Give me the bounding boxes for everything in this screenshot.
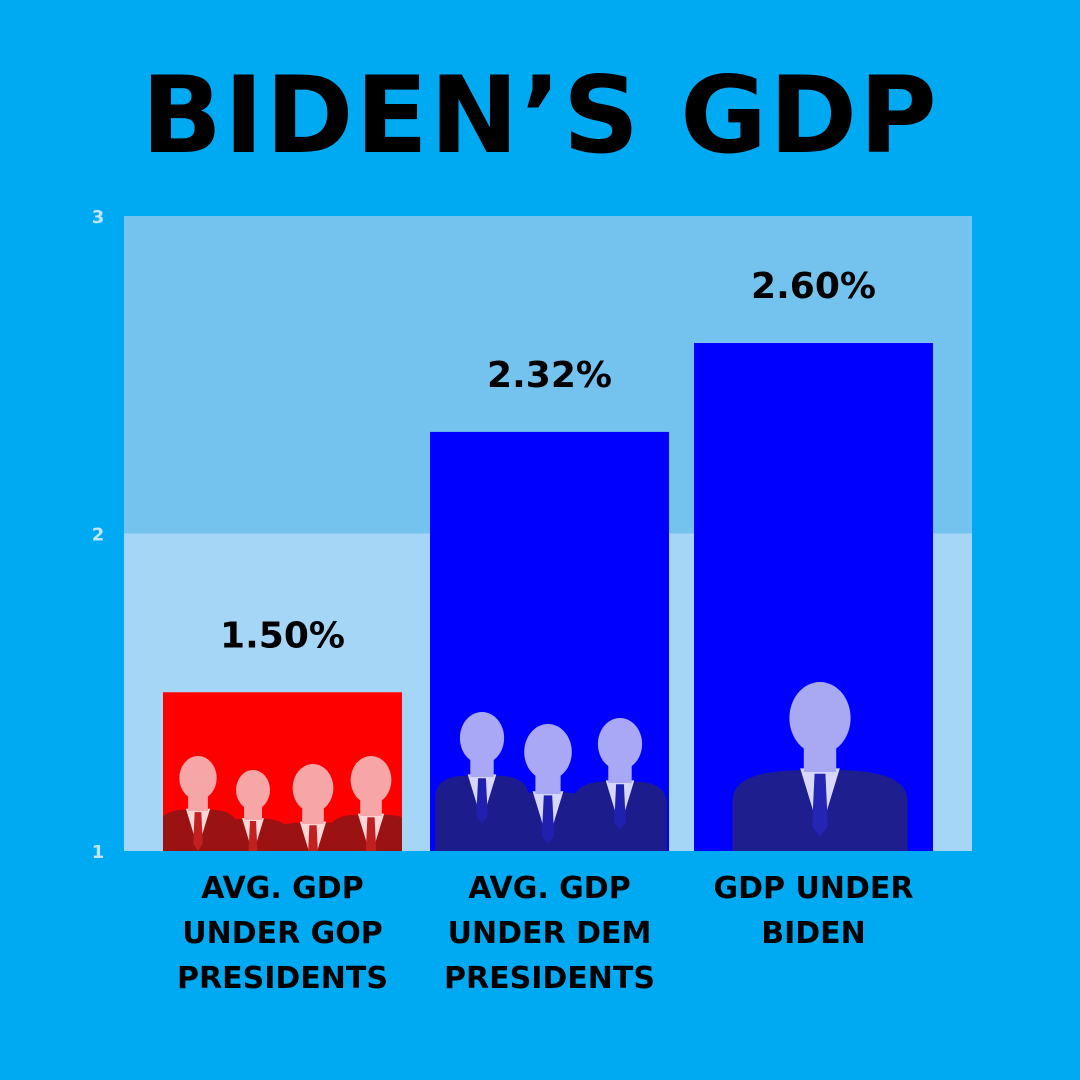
gop-presidents-photo [163, 756, 402, 851]
category-label-1: AVG. GDP UNDER DEM PRESIDENTS [444, 871, 655, 996]
dem-presidents-photo [435, 712, 667, 851]
data-label-2: 2.60% [751, 266, 876, 307]
chart-title: BIDEN’S GDP [141, 54, 939, 177]
category-label-0: AVG. GDP UNDER GOP PRESIDENTS [177, 871, 388, 996]
y-tick-label-2: 3 [92, 207, 105, 228]
category-label-2: GDP UNDER BIDEN [713, 871, 914, 951]
data-label-0: 1.50% [220, 615, 345, 656]
biden-photo [732, 682, 908, 851]
y-tick-label-1: 2 [92, 525, 105, 546]
data-label-1: 2.32% [487, 355, 612, 396]
y-tick-label-0: 1 [92, 842, 105, 863]
